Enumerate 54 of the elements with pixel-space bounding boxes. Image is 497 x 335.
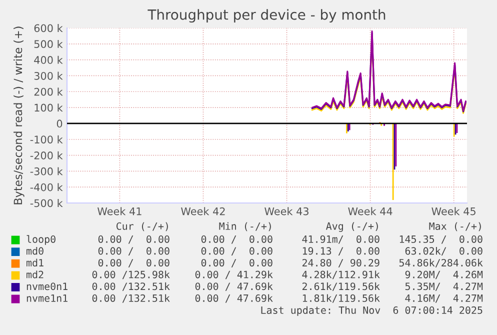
text: Min (-/+) — [219, 222, 271, 232]
y-tick-label: -100 k — [30, 135, 63, 144]
legend-label: md0 — [26, 246, 44, 255]
text: Max (-/+) — [429, 222, 481, 232]
x-tick-label: Week 43 — [264, 207, 308, 216]
legend-label: loop0 — [26, 235, 56, 245]
text: 9.20M/ 4.26M — [405, 270, 483, 280]
x-tick-label: Week 41 — [98, 207, 142, 216]
text: 0.00 / 0.00 — [98, 258, 170, 268]
y-tick-label: 400 k — [34, 56, 63, 64]
text: 24.80 / 90.29 — [302, 258, 380, 268]
text: 0.00 / 0.00 — [201, 247, 272, 256]
y-tick-label: 200 k — [34, 88, 63, 96]
text: 145.35 / 0.00 — [400, 235, 482, 244]
text: 0.00 / 47.69k — [195, 294, 273, 303]
y-tick-label: 0 — [56, 120, 62, 128]
text: 5.35M/ 4.27M — [405, 282, 483, 291]
text: Last update: Thu Nov 6 07:00:14 2025 — [261, 306, 482, 316]
text: 0.00 / 0.00 — [201, 258, 272, 268]
y-tick-label: -300 k — [30, 167, 63, 176]
text: 0.00 / 0.00 — [98, 247, 170, 256]
text: 1.81k/119.56k — [302, 294, 380, 303]
chart-title: Throughput per device - by month — [148, 9, 386, 23]
text: 0.00 /132.51k — [92, 294, 170, 303]
text: 4.28k/112.91k — [302, 270, 380, 280]
x-tick-label: Week 42 — [181, 207, 225, 216]
y-tick-label: 600 k — [34, 24, 63, 32]
text: 0.00 / 47.69k — [195, 282, 273, 291]
text: 0.00 / 41.29k — [195, 270, 273, 280]
y-tick-label: 100 k — [34, 104, 63, 112]
y-tick-label: -500 k — [30, 199, 63, 208]
legend-label: md1 — [26, 258, 44, 267]
text: 41.91m/ 0.00 — [302, 235, 380, 244]
text: 0.00 / 0.00 — [201, 235, 272, 244]
x-tick-label: Week 45 — [432, 207, 476, 216]
text: 2.61k/119.56k — [302, 282, 380, 291]
y-tick-label: 300 k — [34, 72, 63, 80]
y-axis-title: Bytes/second read (-) / write (+) — [14, 26, 24, 204]
x-tick-label: Week 44 — [348, 207, 392, 216]
y-tick-label: -200 k — [30, 151, 63, 160]
text: 63.02k/ 0.00 — [405, 246, 482, 256]
text: 0.00 / 0.00 — [98, 235, 170, 244]
legend-label: nvme1n1 — [26, 294, 68, 302]
text: 19.13 / 0.00 — [302, 247, 380, 256]
text: Avg (-/+) — [326, 222, 378, 232]
text: 54.86k/284.06k — [399, 258, 483, 268]
legend-label: md2 — [26, 270, 44, 278]
y-tick-label: -400 k — [30, 183, 63, 192]
y-tick-label: 500 k — [34, 40, 63, 48]
text: 0.00 /132.51k — [92, 282, 170, 291]
text: 4.16M/ 4.27M — [405, 294, 483, 303]
text: 0.00 /125.98k — [92, 270, 170, 280]
text: Cur (-/+) — [116, 222, 168, 232]
legend-label: nvme0n1 — [26, 282, 68, 290]
